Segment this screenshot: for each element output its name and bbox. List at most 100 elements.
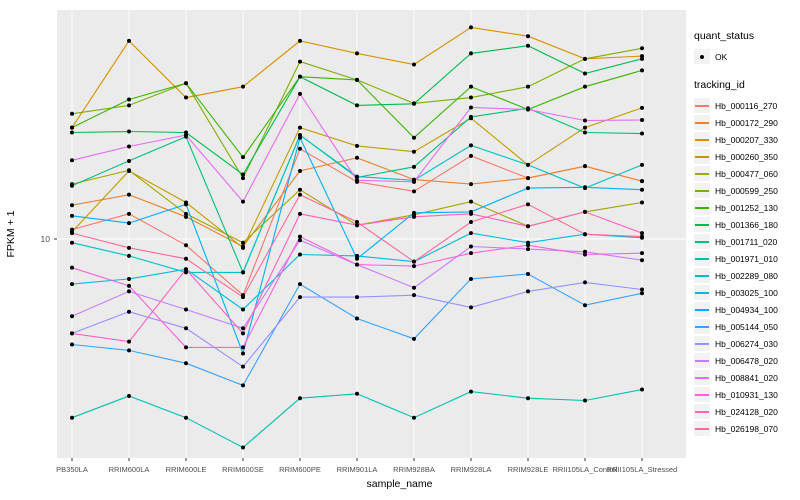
data-point	[355, 316, 359, 321]
legend-item-ok: OK	[692, 48, 800, 65]
data-point	[583, 249, 587, 254]
data-point	[583, 84, 587, 89]
data-point	[241, 199, 245, 204]
data-point	[298, 91, 302, 96]
x-tick-label: RRIM600PE	[279, 465, 321, 474]
legend: quant_status OK tracking_id Hb_000116_27…	[692, 0, 800, 500]
swatch-line	[695, 189, 709, 192]
data-point	[640, 54, 644, 59]
data-point	[412, 415, 416, 420]
data-point	[640, 234, 644, 239]
data-point	[526, 34, 530, 39]
swatch-line	[695, 121, 709, 124]
data-point	[70, 415, 74, 420]
data-point	[469, 105, 473, 110]
legend-item: Hb_004934_100	[692, 301, 800, 318]
swatch-line	[695, 359, 709, 362]
data-point	[583, 398, 587, 403]
data-point	[412, 164, 416, 169]
plot-panel	[57, 10, 686, 458]
color-swatch	[694, 353, 710, 368]
data-point	[640, 46, 644, 51]
data-point	[469, 231, 473, 236]
data-point	[70, 265, 74, 270]
data-point	[241, 84, 245, 89]
data-point	[412, 285, 416, 290]
data-point	[583, 118, 587, 123]
data-point	[526, 224, 530, 229]
data-point	[127, 276, 131, 281]
data-point	[469, 305, 473, 310]
data-point	[469, 84, 473, 89]
data-point	[298, 74, 302, 79]
data-point	[298, 146, 302, 151]
data-point	[355, 77, 359, 82]
data-point	[70, 342, 74, 347]
legend-item: Hb_002289_080	[692, 267, 800, 284]
data-point	[127, 339, 131, 344]
data-point	[355, 223, 359, 228]
color-swatch	[694, 149, 710, 164]
swatch-line	[695, 376, 709, 379]
data-point	[469, 199, 473, 204]
data-point	[241, 307, 245, 312]
swatch-line	[695, 325, 709, 328]
data-point	[184, 133, 188, 138]
data-point	[355, 253, 359, 258]
legend-item: Hb_024128_020	[692, 403, 800, 420]
color-swatch	[694, 200, 710, 215]
line-chart: PB350LA RRIM600LA RRIM600LE RRIM600SE RRIM60…	[5, 10, 686, 490]
data-point	[241, 345, 245, 350]
data-point	[127, 103, 131, 108]
legend-label: Hb_024128_020	[715, 406, 778, 417]
data-point	[526, 243, 530, 248]
swatch-line	[695, 257, 709, 260]
swatch-line	[695, 172, 709, 175]
data-point	[127, 393, 131, 398]
color-swatch	[694, 336, 710, 351]
data-point	[640, 105, 644, 110]
data-point	[355, 178, 359, 183]
legend-label: Hb_005144_050	[715, 321, 778, 332]
data-point	[526, 186, 530, 191]
data-point	[640, 56, 644, 61]
swatch-line	[695, 342, 709, 345]
data-point	[127, 283, 131, 288]
x-tick-label: RRIM928LE	[508, 465, 549, 474]
swatch-line	[695, 155, 709, 158]
data-point	[298, 135, 302, 140]
data-point	[241, 245, 245, 250]
data-point	[70, 331, 74, 336]
y-tick-label: 10	[41, 234, 51, 244]
point-swatch	[694, 49, 710, 64]
data-point	[640, 118, 644, 123]
data-point	[127, 38, 131, 43]
data-point	[469, 143, 473, 148]
color-swatch	[694, 404, 710, 419]
data-point	[70, 314, 74, 319]
data-point	[184, 267, 188, 272]
color-swatch	[694, 166, 710, 181]
data-point	[526, 176, 530, 181]
legend-label: Hb_026198_070	[715, 423, 778, 434]
color-swatch	[694, 217, 710, 232]
legend-item: Hb_000260_350	[692, 148, 800, 165]
data-point	[184, 202, 188, 207]
legend-item: Hb_001711_020	[692, 233, 800, 250]
data-point	[583, 252, 587, 257]
data-point	[412, 135, 416, 140]
data-point	[640, 68, 644, 73]
data-point	[70, 183, 74, 188]
data-point	[526, 247, 530, 252]
data-point	[298, 192, 302, 197]
data-point	[640, 291, 644, 296]
data-point	[70, 231, 74, 236]
data-point	[70, 125, 74, 130]
data-point	[70, 111, 74, 116]
data-point	[127, 221, 131, 226]
data-point	[355, 262, 359, 267]
legend-item: Hb_026198_070	[692, 420, 800, 437]
data-point	[469, 51, 473, 56]
data-point	[640, 200, 644, 205]
legend-item: Hb_000116_270	[692, 97, 800, 114]
